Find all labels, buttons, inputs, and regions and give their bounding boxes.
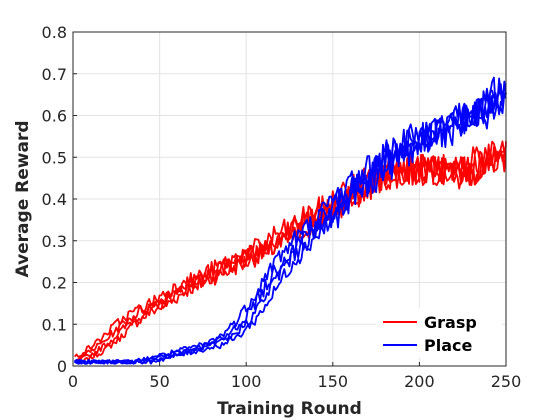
series-line-grasp-run-1 <box>74 140 507 364</box>
legend-label-grasp: Grasp <box>424 313 477 332</box>
y-tick-label: 0.8 <box>42 23 67 42</box>
x-tick-label: 250 <box>491 372 522 391</box>
x-tick-label: 0 <box>68 372 78 391</box>
series-lines <box>73 76 507 365</box>
y-tick-label: 0.7 <box>42 65 67 84</box>
y-tick-label: 0.5 <box>42 148 67 167</box>
axis-ticks: 0 50 100 150 200 250 0 0.1 0.2 0.3 0.4 0.5 0.6 0.7 0.8 <box>42 23 522 391</box>
series-line-place-run-4 <box>73 76 507 365</box>
y-tick-label: 0.2 <box>42 274 67 293</box>
y-tick-label: 0.1 <box>42 315 67 334</box>
x-tick-label: 200 <box>404 372 435 391</box>
x-axis-label: Training Round <box>217 399 362 419</box>
y-tick-label: 0 <box>57 357 67 376</box>
series-line-grasp-run-4 <box>73 141 507 358</box>
y-tick-label: 0.3 <box>42 232 67 251</box>
x-tick-label: 150 <box>318 372 349 391</box>
x-tick-label: 100 <box>231 372 262 391</box>
y-axis-label: Average Reward <box>13 121 33 278</box>
legend-box <box>376 308 502 358</box>
x-tick-label: 50 <box>149 372 169 391</box>
y-tick-label: 0.4 <box>42 190 67 209</box>
y-tick-label: 0.6 <box>42 107 67 126</box>
legend-label-place: Place <box>424 336 472 355</box>
legend: Grasp Place <box>376 308 502 358</box>
